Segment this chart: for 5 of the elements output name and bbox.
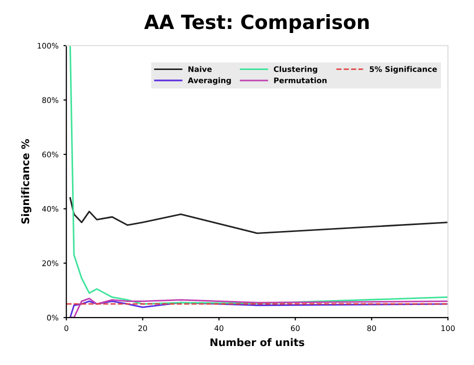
line-series [69, 197, 448, 234]
y-axis-title: Significance % [21, 139, 32, 224]
chart-title: AA Test: Comparison [144, 14, 369, 33]
line-series [69, 46, 448, 305]
x-axis-title: Number of units [210, 338, 304, 346]
